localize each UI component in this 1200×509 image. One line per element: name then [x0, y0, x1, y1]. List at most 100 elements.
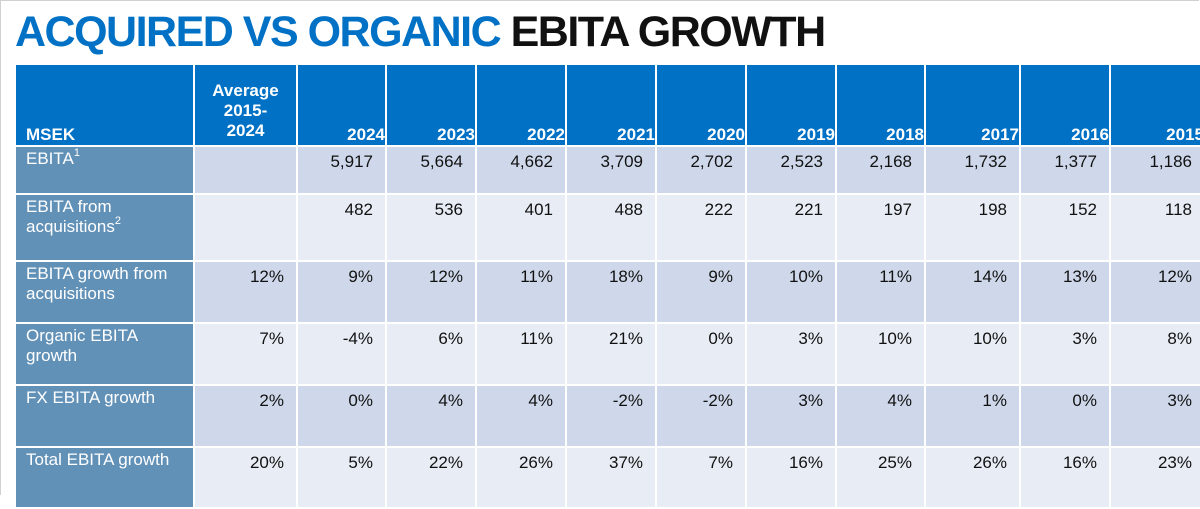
header-year: 2020 — [655, 63, 747, 147]
value-cell: 2,168 — [835, 145, 926, 195]
value-cell: 11% — [835, 260, 926, 324]
value-cell: 3% — [745, 322, 837, 386]
row-label: Organic EBITA growth — [14, 322, 195, 386]
table-row: Organic EBITA growth 7% -4% 6% 11% 21% 0% 3% 10%… — [14, 322, 1200, 386]
value-cell: 4% — [835, 384, 926, 448]
table-row: EBITA growth from acquisitions 12% 9% 12% 11… — [14, 260, 1200, 324]
row-label: EBITA growth from acquisitions — [14, 260, 195, 324]
header-row: MSEK Average 2015- 2024 2024 2023 2022 202… — [14, 63, 1200, 147]
value-cell: 3,709 — [565, 145, 657, 195]
value-cell: 2,523 — [745, 145, 837, 195]
value-cell: 5,664 — [385, 145, 477, 195]
value-cell: 7% — [655, 446, 747, 509]
value-cell: 0% — [1019, 384, 1111, 448]
value-cell: 26% — [924, 446, 1021, 509]
value-cell: 16% — [745, 446, 837, 509]
value-cell: -4% — [296, 322, 387, 386]
table-row: Total EBITA growth 20% 5% 22% 26% 37% 7% 16% 25%… — [14, 446, 1200, 509]
value-cell: 5% — [296, 446, 387, 509]
header-year: 2024 — [296, 63, 387, 147]
value-cell: 1% — [924, 384, 1021, 448]
value-cell: 198 — [924, 193, 1021, 262]
value-cell: 536 — [385, 193, 477, 262]
header-year: 2022 — [475, 63, 567, 147]
value-cell: 4% — [475, 384, 567, 448]
footnote-marker: 1 — [73, 147, 80, 160]
header-msek: MSEK — [14, 63, 195, 147]
ebita-growth-table: MSEK Average 2015- 2024 2024 2023 2022 202… — [14, 63, 1200, 509]
value-cell: 401 — [475, 193, 567, 262]
value-cell: 14% — [924, 260, 1021, 324]
value-cell: 0% — [296, 384, 387, 448]
row-label-text: Total EBITA growth — [26, 450, 170, 469]
table-row: EBITA1 5,917 5,664 4,662 3,709 2,702 2,523 2,16… — [14, 145, 1200, 195]
average-cell: 20% — [193, 446, 298, 509]
value-cell: 10% — [835, 322, 926, 386]
value-cell: 1,732 — [924, 145, 1021, 195]
value-cell: 37% — [565, 446, 657, 509]
row-label-text: EBITA growth from acquisitions — [26, 264, 168, 303]
value-cell: 10% — [745, 260, 837, 324]
value-cell: 4,662 — [475, 145, 567, 195]
value-cell: 222 — [655, 193, 747, 262]
title-rest: EBITA GROWTH — [510, 8, 827, 56]
value-cell: 488 — [565, 193, 657, 262]
row-label-text: Organic EBITA growth — [26, 326, 138, 365]
value-cell: 221 — [745, 193, 837, 262]
value-cell: 197 — [835, 193, 926, 262]
table-row: EBITA from acquisitions2 482 536 401 488 222 2… — [14, 193, 1200, 262]
header-year: 2023 — [385, 63, 477, 147]
value-cell: 11% — [475, 322, 567, 386]
value-cell: 22% — [385, 446, 477, 509]
value-cell: 12% — [385, 260, 477, 324]
value-cell: 10% — [924, 322, 1021, 386]
average-cell — [193, 145, 298, 195]
header-year: 2019 — [745, 63, 837, 147]
row-label: Total EBITA growth — [14, 446, 195, 509]
value-cell: 0% — [655, 322, 747, 386]
row-label-text: EBITA — [26, 149, 74, 168]
value-cell: 3% — [745, 384, 837, 448]
value-cell: 3% — [1019, 322, 1111, 386]
row-label-text: FX EBITA growth — [26, 388, 156, 407]
value-cell: 12% — [1109, 260, 1200, 324]
table-row: FX EBITA growth 2% 0% 4% 4% -2% -2% 3% 4% 1% 0% 3% — [14, 384, 1200, 448]
value-cell: 9% — [655, 260, 747, 324]
value-cell: 16% — [1019, 446, 1111, 509]
value-cell: 152 — [1019, 193, 1111, 262]
value-cell: 3% — [1109, 384, 1200, 448]
value-cell: 9% — [296, 260, 387, 324]
page-title: ACQUIRED VS ORGANIC EBITA GROWTH — [15, 4, 827, 60]
row-label: FX EBITA growth — [14, 384, 195, 448]
value-cell: 21% — [565, 322, 657, 386]
header-average: Average 2015- 2024 — [193, 63, 298, 147]
value-cell: -2% — [565, 384, 657, 448]
average-cell — [193, 193, 298, 262]
slide-frame — [0, 0, 1199, 495]
value-cell: 118 — [1109, 193, 1200, 262]
header-year: 2021 — [565, 63, 657, 147]
average-cell: 7% — [193, 322, 298, 386]
footnote-marker: 2 — [114, 215, 121, 228]
row-label-text: EBITA from acquisitions — [26, 197, 115, 236]
value-cell: 8% — [1109, 322, 1200, 386]
value-cell: 482 — [296, 193, 387, 262]
header-year: 2015 — [1109, 63, 1200, 147]
value-cell: 5,917 — [296, 145, 387, 195]
value-cell: 1,377 — [1019, 145, 1111, 195]
title-highlight: ACQUIRED VS ORGANIC — [15, 8, 502, 56]
value-cell: 26% — [475, 446, 567, 509]
value-cell: 25% — [835, 446, 926, 509]
value-cell: 13% — [1019, 260, 1111, 324]
value-cell: -2% — [655, 384, 747, 448]
average-cell: 12% — [193, 260, 298, 324]
value-cell: 2,702 — [655, 145, 747, 195]
header-year: 2017 — [924, 63, 1021, 147]
value-cell: 23% — [1109, 446, 1200, 509]
header-year: 2018 — [835, 63, 926, 147]
value-cell: 6% — [385, 322, 477, 386]
value-cell: 4% — [385, 384, 477, 448]
value-cell: 18% — [565, 260, 657, 324]
header-year: 2016 — [1019, 63, 1111, 147]
average-cell: 2% — [193, 384, 298, 448]
